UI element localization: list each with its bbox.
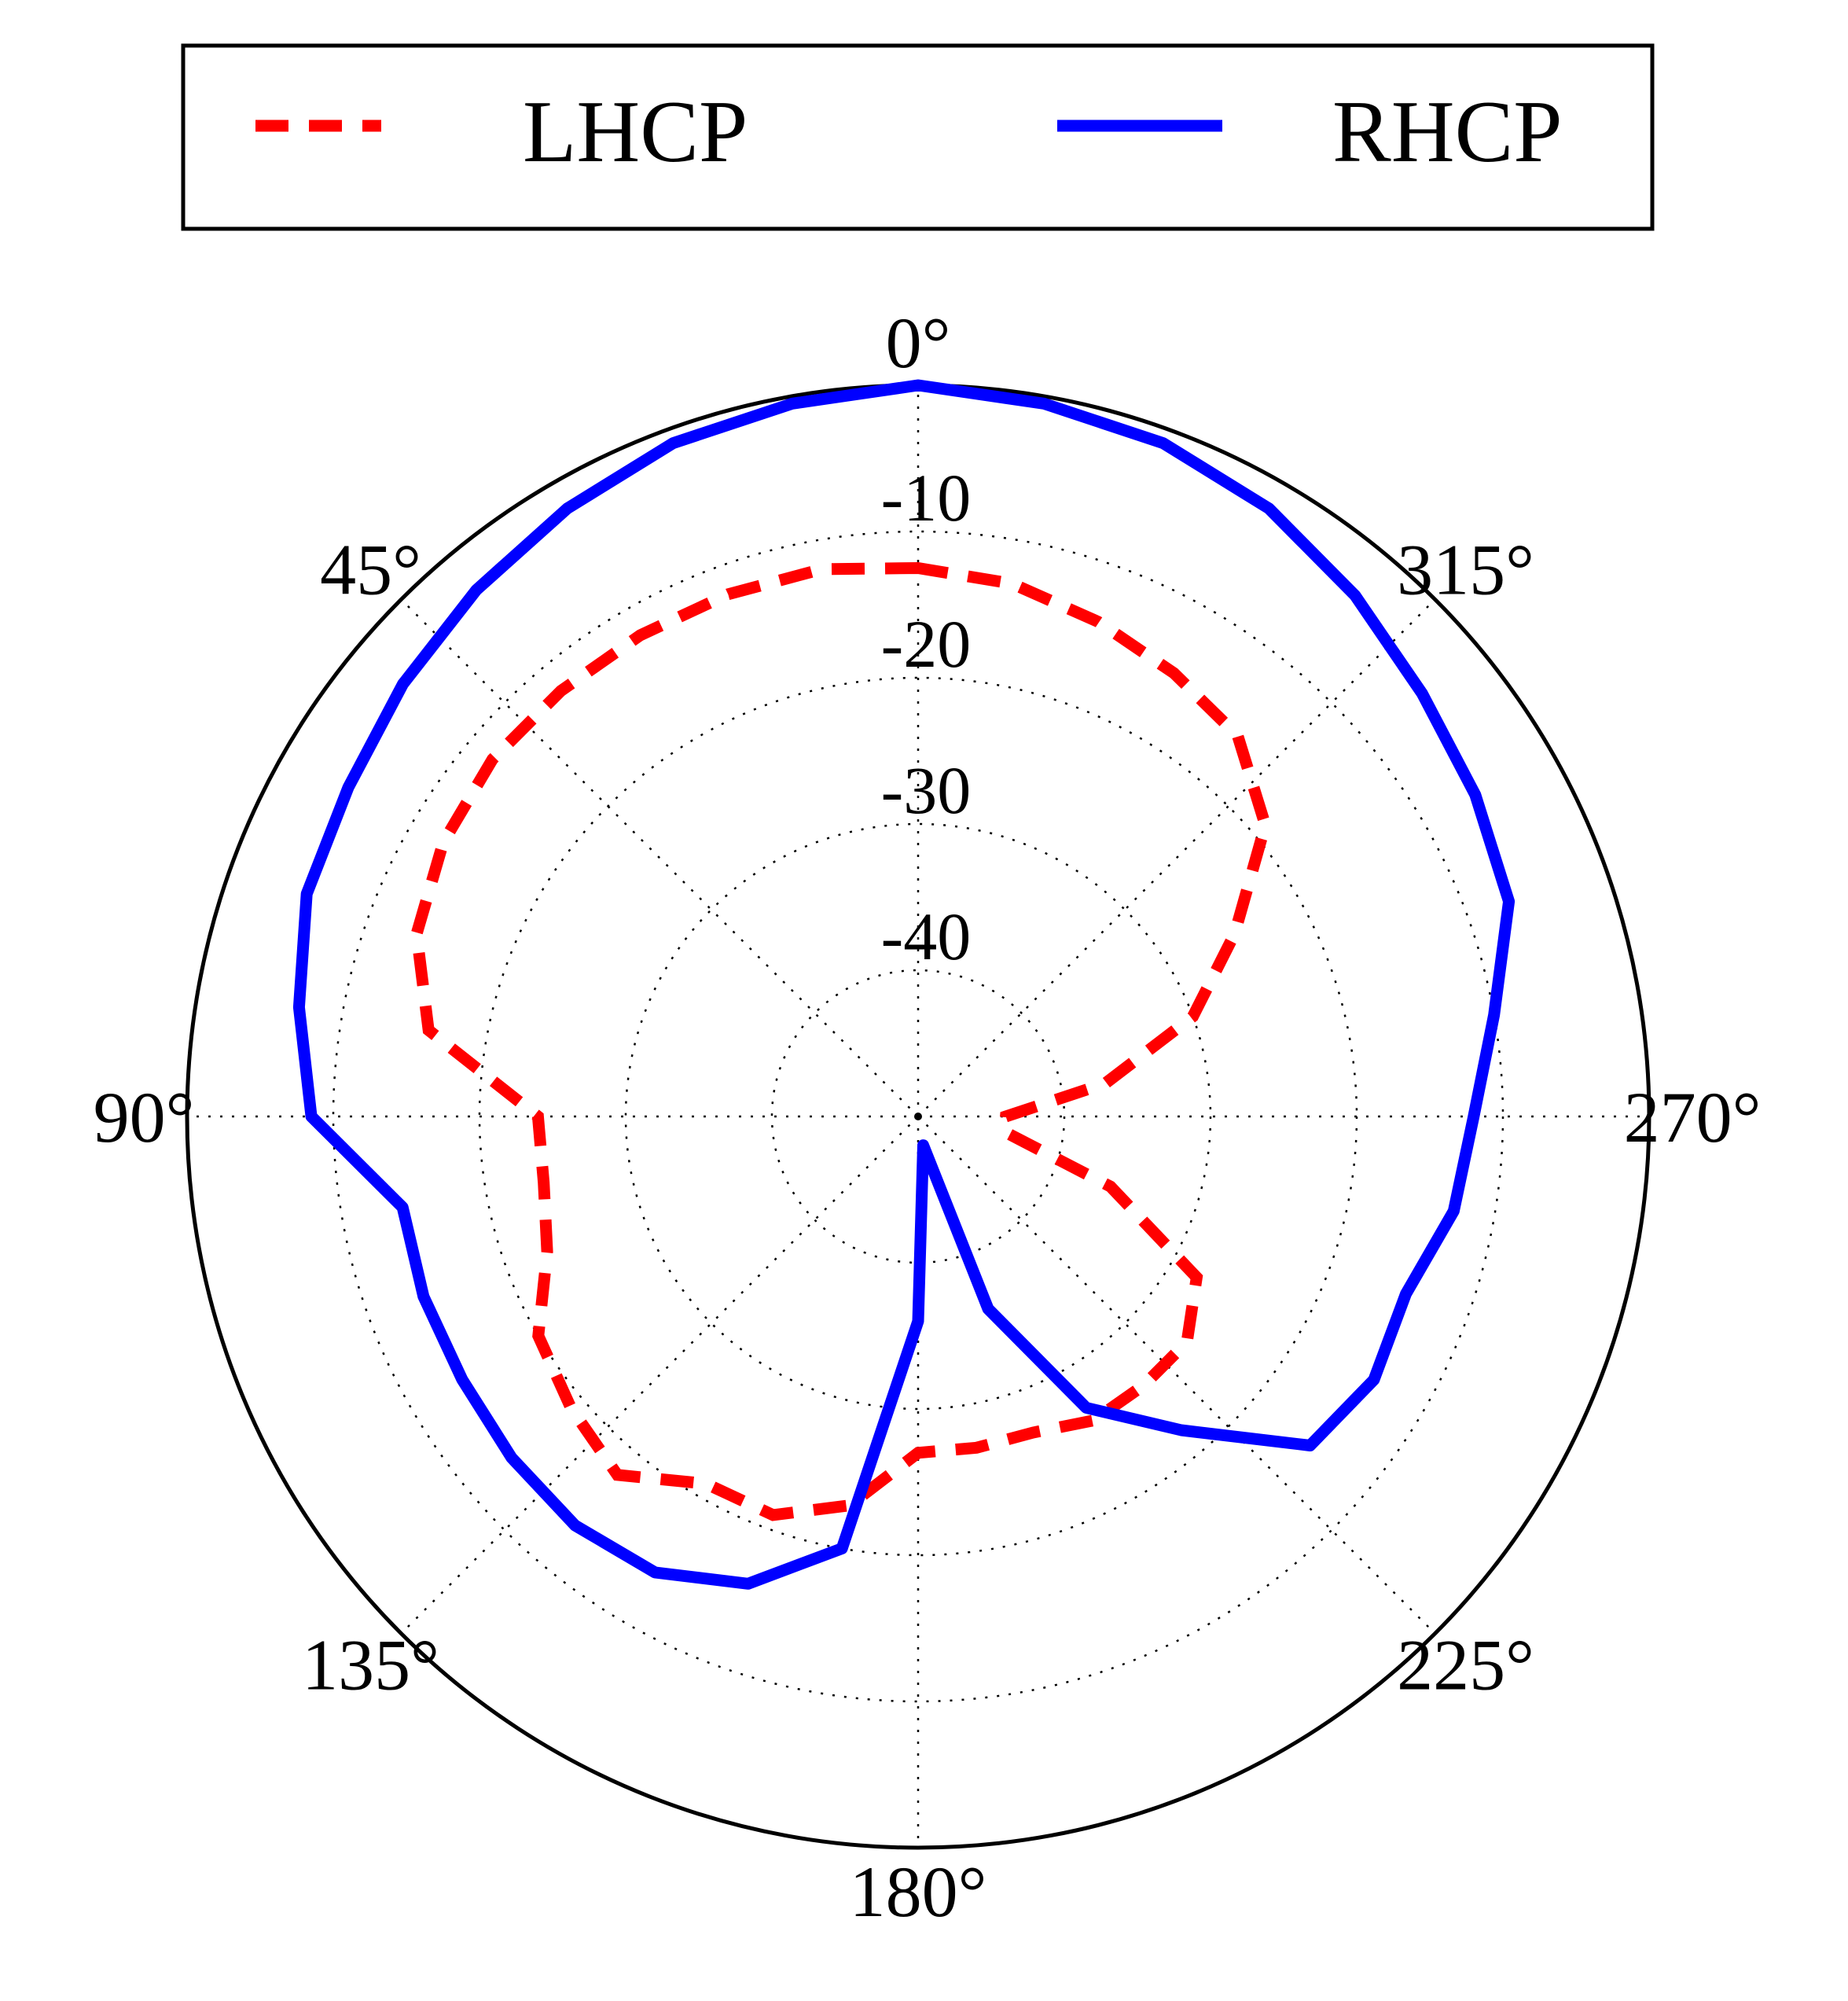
grid-layer <box>187 385 1649 1848</box>
grid-circle <box>332 530 1504 1703</box>
angle-label: 135° <box>302 1625 439 1705</box>
label-layer: -10 -20 -30 -40 0° 45° 90° 135° 180° 225° 270° 315° <box>94 303 1762 1932</box>
angle-label: 90° <box>94 1077 195 1157</box>
center-dot <box>914 1113 922 1120</box>
angle-label: 180° <box>850 1852 987 1932</box>
legend: LHCP RHCP <box>181 43 1655 231</box>
grid-circle <box>624 822 1212 1411</box>
legend-box <box>181 43 1655 231</box>
angle-label: 270° <box>1624 1077 1762 1157</box>
r-tick-label: -40 <box>881 899 972 974</box>
legend-label-lhcp: LHCP <box>523 83 748 181</box>
angle-label: 45° <box>320 529 421 609</box>
r-tick-label: -20 <box>881 606 972 682</box>
grid-spoke <box>400 1116 919 1635</box>
series-lhcp-line <box>410 561 1272 1521</box>
grid-spoke <box>917 598 1436 1117</box>
grid-spoke <box>400 598 919 1117</box>
grid-circle <box>770 969 1066 1264</box>
legend-label-rhcp: RHCP <box>1332 83 1563 181</box>
series-rhcp-line <box>292 379 1516 1590</box>
angle-label: 315° <box>1397 529 1534 609</box>
r-tick-label: -30 <box>881 752 972 828</box>
angle-label: 0° <box>886 303 951 383</box>
angle-label: 225° <box>1397 1625 1534 1705</box>
r-tick-label: -10 <box>881 460 972 535</box>
grid-spoke <box>917 1116 1436 1635</box>
series-layer <box>292 379 1516 1590</box>
